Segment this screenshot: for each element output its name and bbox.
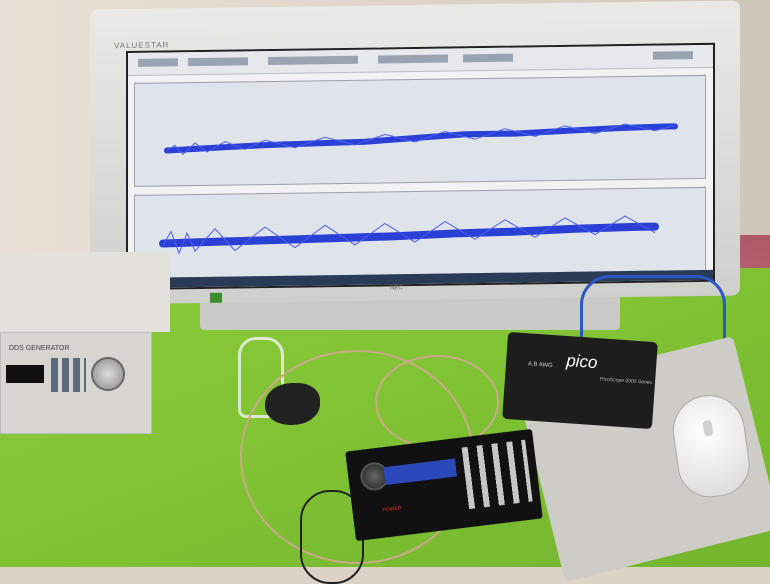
function-generator-label: DDS GENERATOR bbox=[9, 345, 70, 352]
monitor-bottom-logo: NEC bbox=[390, 285, 403, 292]
oscilloscope-logo: pico bbox=[565, 351, 599, 373]
function-generator: DDS GENERATOR bbox=[0, 252, 175, 437]
windows-logo-sticker bbox=[210, 292, 222, 303]
function-generator-knob bbox=[91, 357, 125, 391]
board-power-label: POWER bbox=[382, 505, 402, 514]
function-generator-top bbox=[0, 252, 170, 332]
function-generator-front: DDS GENERATOR bbox=[0, 332, 152, 434]
monitor-brand: VALUESTAR bbox=[114, 40, 170, 51]
oscilloscope: A B AWG pico PicoScope 2000 Series bbox=[502, 331, 658, 430]
app-toolbar bbox=[128, 44, 713, 77]
monitor-screen bbox=[126, 42, 715, 291]
function-generator-display bbox=[6, 365, 44, 383]
oscilloscope-inputs: A B AWG bbox=[527, 361, 553, 370]
oscilloscope-model: PicoScope 2000 Series bbox=[599, 376, 653, 387]
waveform-panel-1 bbox=[134, 74, 706, 187]
board-lcd bbox=[383, 458, 458, 486]
function-generator-buttons bbox=[51, 358, 86, 392]
waveform-panel-2 bbox=[134, 186, 706, 279]
waveform-2 bbox=[159, 215, 659, 255]
mouse-wheel bbox=[702, 419, 714, 437]
waveform-1 bbox=[164, 123, 678, 155]
board-keypad bbox=[461, 439, 533, 510]
monitor: VALUESTAR NEC bbox=[90, 0, 740, 305]
